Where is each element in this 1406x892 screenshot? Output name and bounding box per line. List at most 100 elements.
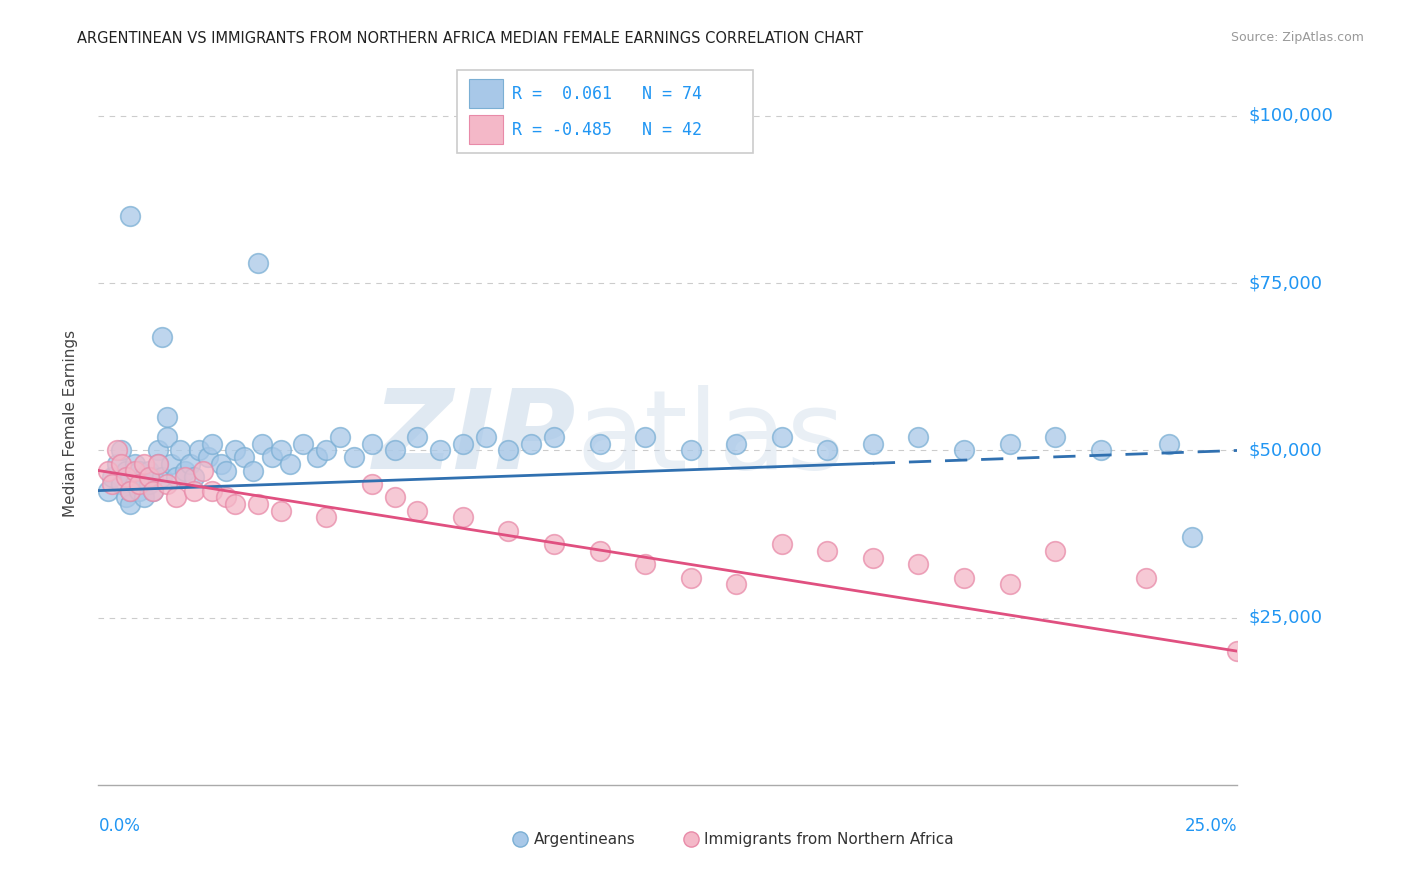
Point (278, 457, 301, 471)
Text: 25.0%: 25.0% (1185, 817, 1237, 836)
Text: Argentineans: Argentineans (533, 831, 636, 847)
Point (1090, 443, 1112, 458)
Point (142, 483, 165, 498)
Point (187, 443, 209, 458)
Point (815, 443, 838, 458)
Point (246, 497, 269, 511)
FancyBboxPatch shape (457, 70, 754, 153)
Point (252, 436, 274, 450)
Point (315, 443, 337, 458)
Point (520, 436, 543, 450)
Text: R =  0.061   N = 74: R = 0.061 N = 74 (512, 85, 702, 103)
Text: 0.0%: 0.0% (98, 817, 141, 836)
Point (329, 430, 352, 444)
Point (634, 430, 657, 444)
Point (96, 483, 118, 498)
Text: $100,000: $100,000 (1249, 107, 1333, 125)
Point (233, 450, 256, 464)
Point (588, 436, 610, 450)
Point (120, 470, 142, 484)
Point (128, 476, 150, 491)
Point (179, 457, 201, 471)
Point (174, 464, 197, 478)
Point (315, 510, 337, 524)
Point (101, 470, 124, 484)
Point (110, 457, 132, 471)
Point (907, 557, 929, 572)
Point (105, 443, 128, 458)
FancyBboxPatch shape (468, 79, 503, 108)
Point (246, 256, 269, 270)
Point (150, 470, 173, 484)
Point (1226, 644, 1249, 658)
Point (474, 430, 496, 444)
Point (165, 490, 187, 504)
Text: atlas: atlas (576, 384, 845, 491)
Point (174, 470, 197, 484)
Point (862, 436, 884, 450)
Point (307, 450, 329, 464)
Point (146, 457, 169, 471)
Point (128, 464, 150, 478)
Point (114, 470, 136, 484)
Point (101, 476, 124, 491)
Point (292, 436, 315, 450)
Y-axis label: Median Female Earnings: Median Female Earnings (63, 330, 77, 517)
Point (146, 457, 169, 471)
Point (543, 537, 565, 551)
Point (114, 464, 136, 478)
Point (165, 470, 187, 484)
Point (770, 537, 793, 551)
Point (360, 476, 382, 491)
Point (215, 464, 238, 478)
Point (138, 470, 160, 484)
Text: Source: ZipAtlas.com: Source: ZipAtlas.com (1230, 31, 1364, 45)
Point (1043, 543, 1066, 558)
Point (270, 503, 292, 517)
Point (124, 457, 146, 471)
Point (634, 557, 657, 572)
Point (193, 464, 215, 478)
Point (998, 577, 1021, 591)
Point (588, 543, 610, 558)
Text: Immigrants from Northern Africa: Immigrants from Northern Africa (704, 831, 953, 847)
Point (224, 497, 246, 511)
Text: $75,000: $75,000 (1249, 274, 1323, 293)
Point (384, 443, 406, 458)
Point (156, 476, 179, 491)
Point (183, 483, 205, 498)
Point (114, 490, 136, 504)
Point (120, 483, 142, 498)
Point (384, 490, 406, 504)
Point (451, 510, 474, 524)
Point (120, 483, 142, 498)
Point (120, 497, 142, 511)
Point (498, 443, 520, 458)
Point (260, 450, 283, 464)
Point (120, 209, 142, 223)
Text: ARGENTINEAN VS IMMIGRANTS FROM NORTHERN AFRICA MEDIAN FEMALE EARNINGS CORRELATIO: ARGENTINEAN VS IMMIGRANTS FROM NORTHERN … (77, 31, 863, 46)
Point (498, 524, 520, 538)
Point (953, 443, 976, 458)
Point (270, 443, 292, 458)
Point (124, 464, 146, 478)
Point (1135, 571, 1157, 585)
Point (105, 457, 128, 471)
Point (156, 410, 179, 425)
Point (142, 470, 165, 484)
Point (132, 457, 155, 471)
Point (406, 430, 429, 444)
Point (197, 450, 219, 464)
Point (209, 457, 232, 471)
Point (124, 476, 146, 491)
Point (998, 436, 1021, 450)
Point (1043, 430, 1066, 444)
Point (1181, 530, 1204, 544)
Point (110, 476, 132, 491)
FancyBboxPatch shape (468, 115, 503, 145)
Point (770, 430, 793, 444)
Point (451, 436, 474, 450)
Point (183, 470, 205, 484)
Point (406, 503, 429, 517)
Point (128, 483, 150, 498)
